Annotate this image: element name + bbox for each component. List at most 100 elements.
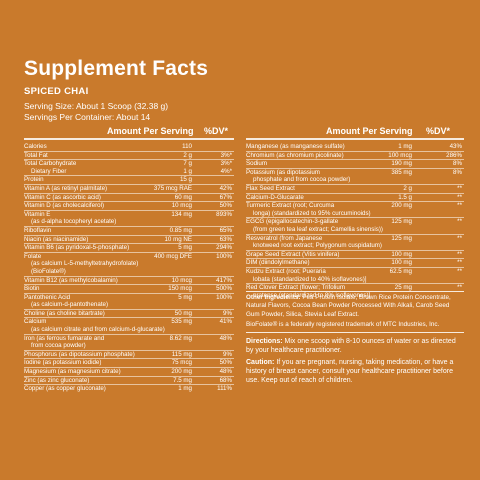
nutrient-name: Choline (as choline bitartrate) — [24, 309, 105, 317]
caution-label: Caution: — [246, 359, 275, 366]
servings-per-container: Servings Per Container: About 14 — [24, 112, 151, 122]
nutrient-name: longa) (standardized to 95% curcuminoids… — [253, 209, 371, 217]
nutrient-name: (BioFolate®) — [31, 267, 66, 275]
nutrient-row: (as calcium citrate and from calcium-d-g… — [24, 326, 234, 334]
nutrient-amount: 115 mg — [171, 350, 192, 358]
nutrient-row: Vitamin E 134 mg 893% — [24, 209, 234, 219]
nutrient-amount: 1 mg — [178, 385, 192, 393]
nutrient-dv: 50% — [219, 202, 232, 210]
nutrient-dv: 9% — [223, 350, 232, 358]
nutrient-row: lobata (standardized to 40% isoflavones)… — [246, 276, 464, 284]
serving-size: Serving Size: About 1 Scoop (32.38 g) — [24, 101, 169, 111]
nutrient-row: (from green tea leaf extract; Camellia s… — [246, 226, 464, 234]
nutrient-amount: 150 mcg — [168, 285, 192, 293]
nutrient-row: Total Carbohydrate 7 g 3%* — [24, 159, 234, 168]
nutrient-dv: 50% — [219, 359, 232, 367]
nutrient-row: Dietary Fiber 1 g 4%* — [24, 168, 234, 176]
nutrient-name: Magnesium (as magnesium citrate) — [24, 368, 121, 376]
nutrient-name: Phosphorus (as dipotassium phosphate) — [24, 350, 135, 358]
other-ingredients-text: Pea Protein Isolate, Brown Rice Protein … — [246, 294, 451, 318]
caution: Caution: If you are pregnant, nursing, t… — [246, 358, 464, 386]
right-header-rule — [246, 138, 464, 140]
nutrient-name: Grape Seed Extract (Vitis vinifera) — [246, 250, 340, 258]
nutrient-name: Potassium (as dipotassium — [246, 168, 320, 176]
nutrient-row: Zinc (as zinc gluconate) 7.5 mg 68% — [24, 375, 234, 385]
nutrient-amount: 125 mg — [391, 234, 412, 242]
nutrient-dv: 100% — [216, 252, 232, 260]
nutrient-amount: 60 mg — [174, 193, 192, 201]
nutrient-dv: 500% — [216, 285, 232, 293]
nutrient-row: Iodine (as potassium iodide) 75 mcg 50% — [24, 358, 234, 367]
nutrient-amount: 375 mcg RAE — [153, 184, 192, 192]
nutrient-amount: 2 g — [403, 184, 412, 192]
nutrient-name: from cocoa powder) — [31, 342, 86, 350]
nutrient-name: Total Fat — [24, 151, 48, 159]
directions-text: Mix one scoop with 8-10 ounces of water … — [246, 338, 456, 355]
nutrient-dv: ** — [457, 193, 462, 201]
nutrient-row: Choline (as choline bitartrate) 50 mg 9% — [24, 308, 234, 318]
nutrient-row: from cocoa powder) — [24, 342, 234, 350]
nutrient-name: Sodium — [246, 160, 267, 168]
nutrient-name: pratense (standardized to 8% isoflavones… — [253, 291, 371, 299]
nutrient-amount: 100 mg — [391, 250, 412, 258]
nutrient-row: Vitamin B12 (as methylcobalamin) 10 mcg 41… — [24, 275, 234, 285]
nutrient-row: (BioFolate®) — [24, 268, 234, 276]
nutrient-name: Copper (as copper gluconate) — [24, 385, 106, 393]
nutrient-name: (from green tea leaf extract; Camellia s… — [253, 225, 383, 233]
nutrient-amount: 2 g — [183, 151, 192, 159]
nutrient-amount: 0.85 mg — [169, 226, 192, 234]
nutrient-row: Vitamin A (as retinyl palmitate) 375 mcg … — [24, 183, 234, 193]
nutrient-name: phosphate and from cocoa powder) — [253, 176, 351, 184]
nutrient-row: Kudzu Extract (root; Pueraria 62.5 mg ** — [246, 266, 464, 276]
nutrient-amount: 10 mcg — [171, 276, 192, 284]
nutrient-row: Calcium-D-Glucarate 1.5 g ** — [246, 192, 464, 202]
left-header-dv: %DV* — [204, 126, 229, 136]
nutrient-amount: 62.5 mg — [389, 267, 412, 275]
nutrient-dv: 111% — [217, 385, 232, 393]
nutrient-name: Calcium-D-Glucarate — [246, 193, 304, 201]
nutrient-name: Vitamin E — [24, 210, 51, 218]
nutrient-name: Calories — [24, 143, 47, 150]
nutrient-amount: 5 mg — [178, 293, 192, 301]
nutrient-row: DIM (diindolylmethane) 100 mg ** — [246, 258, 464, 267]
nutrient-name: Zinc (as zinc gluconate) — [24, 376, 90, 384]
right-nutrient-table: Manganese (as manganese sulfate) 1 mg 43% C… — [246, 143, 464, 299]
nutrient-row: (as calcium-d-pantothenate) — [24, 301, 234, 309]
nutrient-row: Niacin (as niacinamide) 10 mg NE 63% — [24, 234, 234, 244]
nutrient-amount: 1.5 g — [398, 193, 412, 201]
nutrient-dv: 41% — [219, 318, 232, 326]
nutrient-row: Copper (as copper gluconate) 1 mg 111% — [24, 384, 234, 393]
nutrient-amount: 10 mcg — [171, 202, 192, 210]
nutrient-name: Resveratrol (from Japanese — [246, 234, 323, 242]
nutrient-row: Turmeric Extract (root; Curcuma 200 mg ** — [246, 201, 464, 210]
nutrient-name: lobata (standardized to 40% isoflavones)… — [253, 275, 367, 283]
nutrient-name: Calcium — [24, 318, 47, 326]
nutrient-name: Total Carbohydrate — [24, 160, 77, 168]
nutrient-dv: 3%* — [220, 160, 232, 168]
nutrient-name: knotweed root extract; Polygonum cuspida… — [253, 242, 382, 250]
nutrient-name: (as calcium L-5-methyltetrahydrofolate) — [31, 260, 139, 268]
nutrient-dv: ** — [457, 184, 462, 192]
nutrient-row: Vitamin D (as cholecalciferol) 10 mcg 50% — [24, 201, 234, 210]
nutrient-dv: 42% — [219, 184, 232, 192]
nutrient-dv: 43% — [449, 143, 462, 150]
nutrient-dv: 8% — [453, 160, 462, 168]
nutrient-dv: ** — [457, 234, 462, 242]
left-header-amount: Amount Per Serving — [107, 126, 194, 136]
nutrient-row: pratense (standardized to 8% isoflavones… — [246, 292, 464, 300]
nutrient-name: Kudzu Extract (root; Pueraria — [246, 267, 326, 275]
nutrient-name: Pantothenic Acid — [24, 293, 71, 301]
nutrient-amount: 1 mg — [398, 143, 412, 150]
nutrient-dv: ** — [457, 267, 462, 275]
nutrient-dv: 294% — [216, 244, 232, 252]
nutrient-name: Iron (as ferrous fumarate and — [24, 334, 105, 342]
nutrient-name: Vitamin C (as ascorbic acid) — [24, 193, 101, 201]
nutrient-name: Flax Seed Extract — [246, 184, 295, 192]
nutrient-amount: 15 g — [179, 176, 192, 184]
nutrient-amount: 385 mg — [391, 168, 412, 176]
nutrient-amount: 535 mg — [171, 318, 192, 326]
nutrient-name: Iodine (as potassium iodide) — [24, 359, 102, 367]
nutrient-row: Chromium (as chromium picolinate) 100 mcg… — [246, 150, 464, 160]
directions: Directions: Mix one scoop with 8-10 ounc… — [246, 337, 464, 355]
